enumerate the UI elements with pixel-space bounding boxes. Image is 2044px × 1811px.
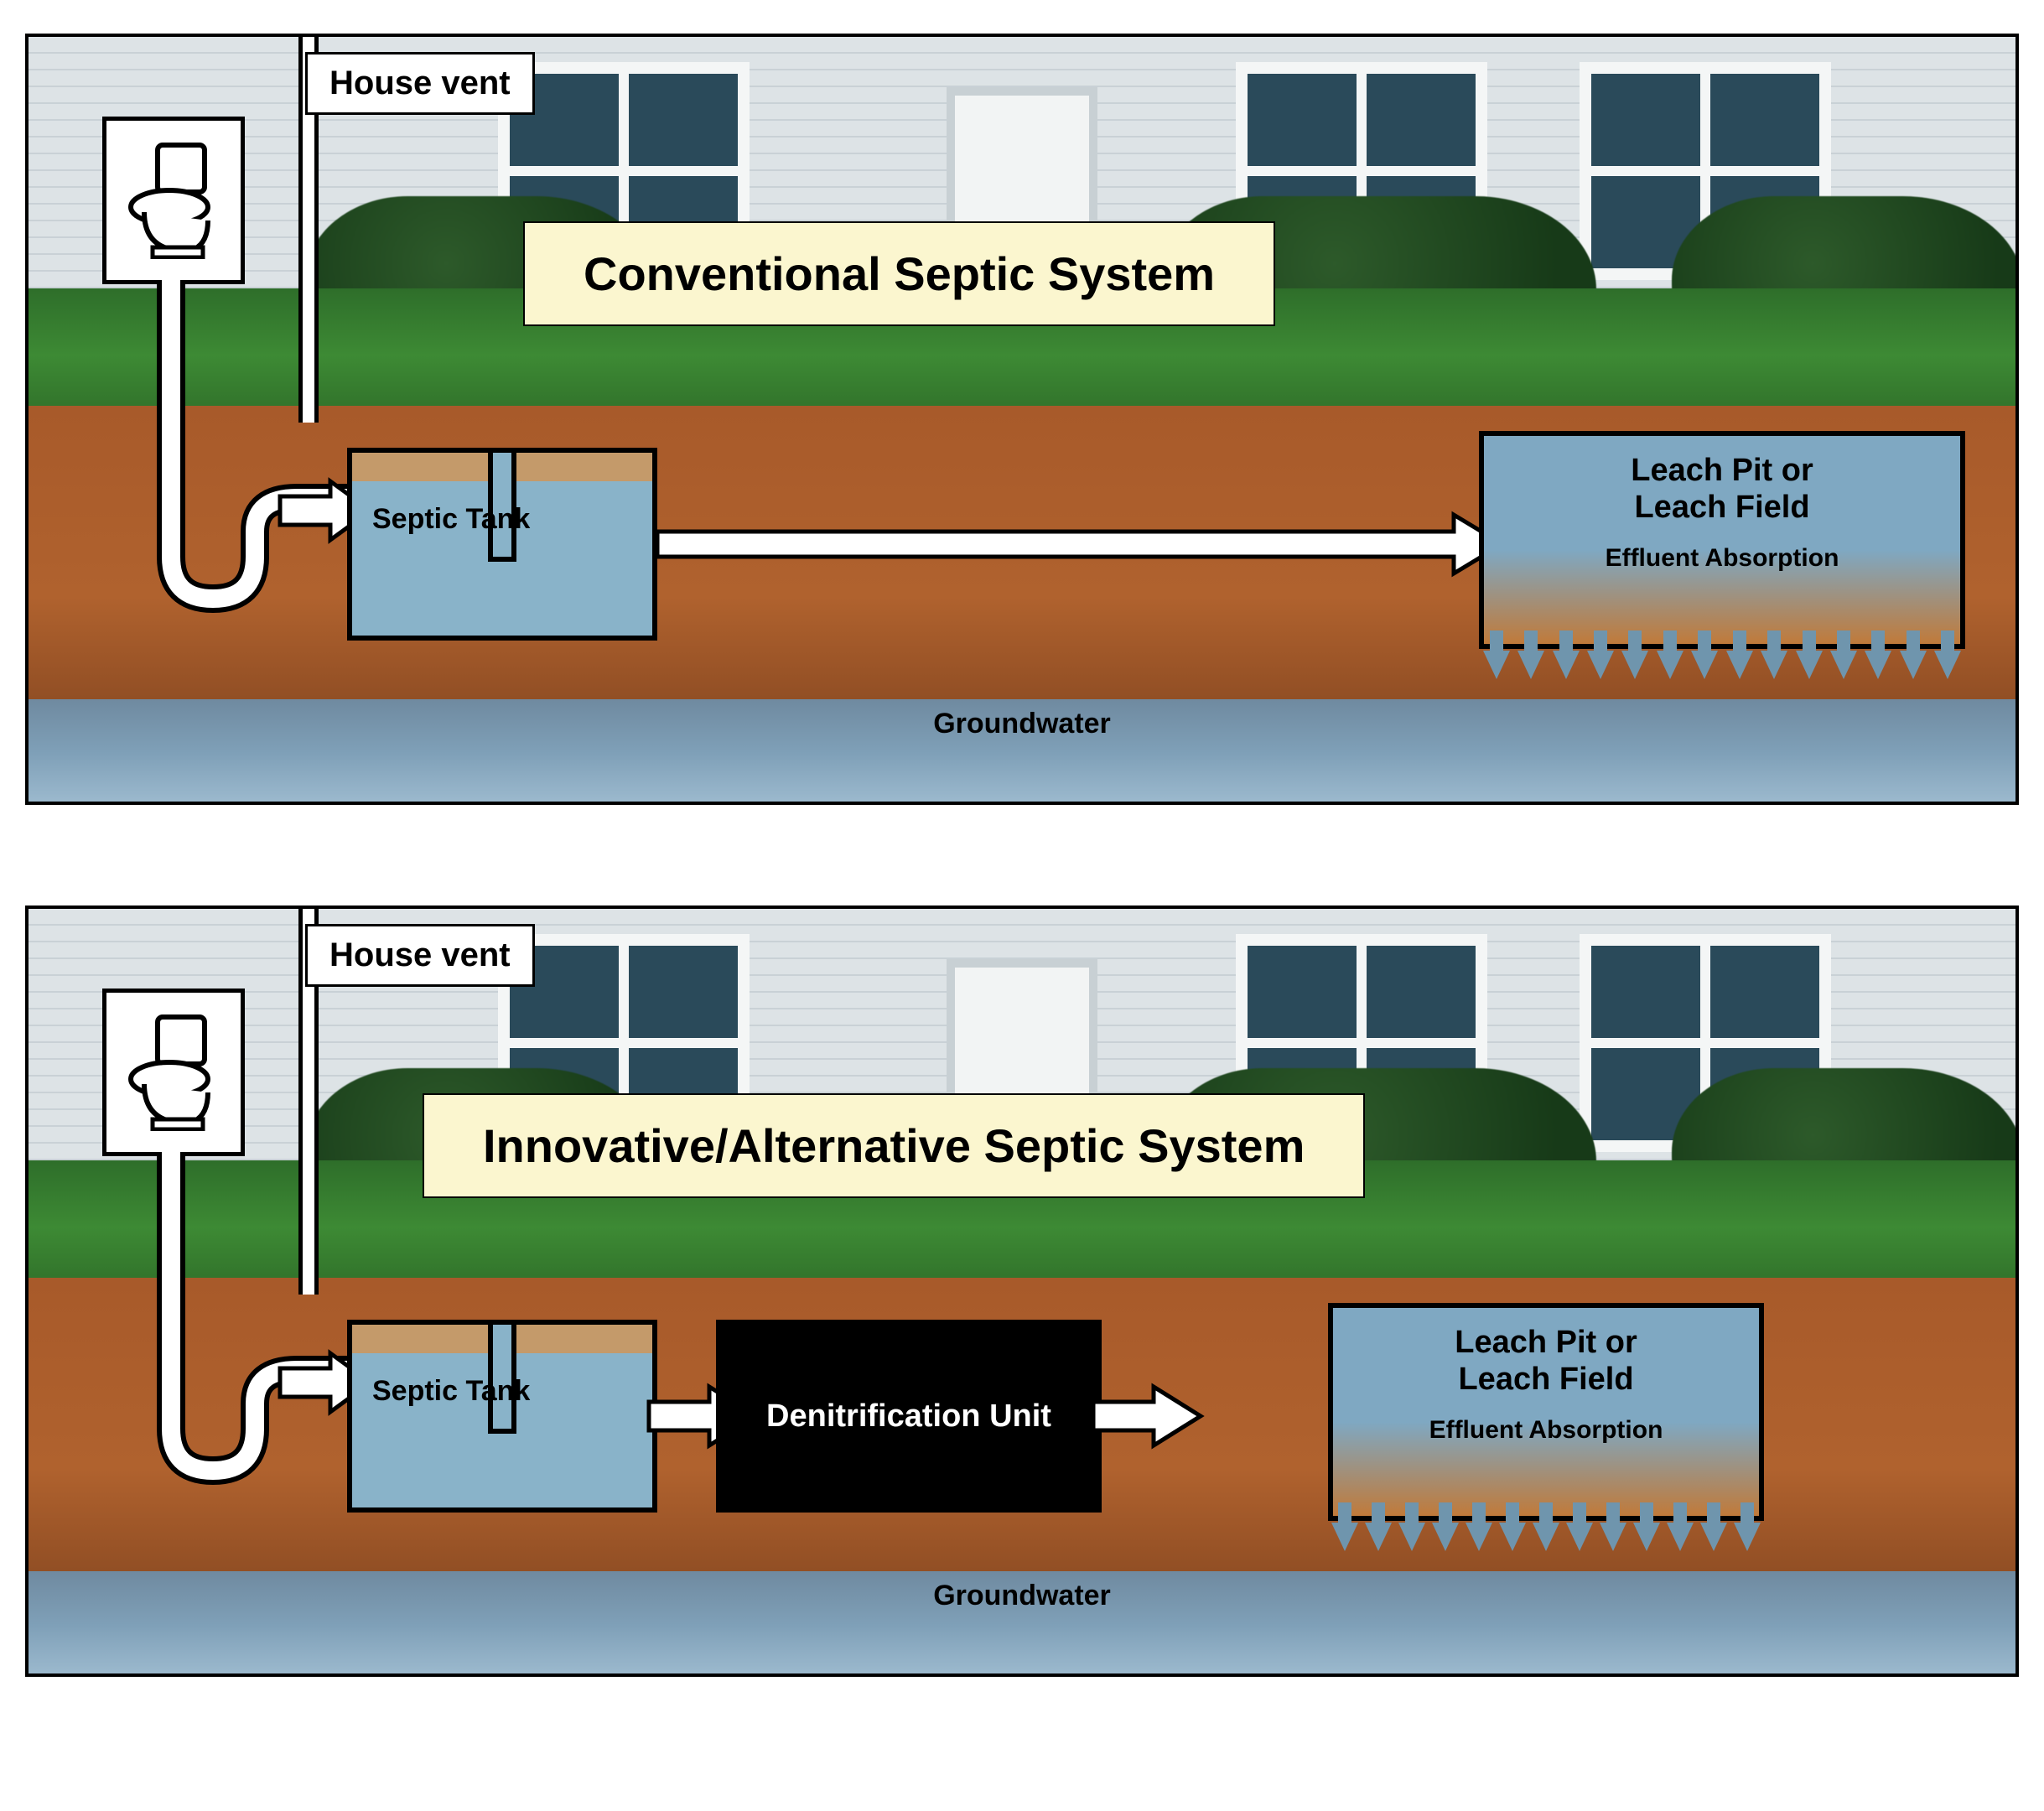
leach-field: Leach Pit or Leach Field Effluent Absorp…	[1328, 1303, 1764, 1521]
panel-title: Conventional Septic System	[523, 221, 1275, 326]
leach-down-arrows	[1479, 651, 1965, 701]
drain-pipe	[129, 280, 381, 649]
vent-label: House vent	[305, 924, 535, 987]
leach-title-line1: Leach Pit or	[1333, 1325, 1759, 1362]
leach-title-line2: Leach Field	[1333, 1362, 1759, 1398]
septic-label: Septic Tank	[372, 503, 530, 536]
leach-title-line2: Leach Field	[1484, 490, 1960, 527]
flow-arrow-long	[657, 515, 1504, 573]
leach-field: Leach Pit or Leach Field Effluent Absorp…	[1479, 431, 1965, 649]
panel-title: Innovative/Alternative Septic System	[423, 1093, 1365, 1198]
leach-subtitle: Effluent Absorption	[1333, 1416, 1759, 1445]
leach-title-line1: Leach Pit or	[1484, 453, 1960, 490]
panel-conventional: Groundwater Conventional Septic System H…	[25, 34, 2019, 805]
septic-tank: Septic Tank	[347, 1320, 657, 1513]
groundwater-label: Groundwater	[933, 1580, 1111, 1612]
septic-label: Septic Tank	[372, 1375, 530, 1408]
leach-subtitle: Effluent Absorption	[1484, 544, 1960, 573]
flow-arrow	[1093, 1387, 1202, 1445]
denitrification-unit: Denitrification Unit	[716, 1320, 1102, 1513]
vent-label: House vent	[305, 52, 535, 115]
toilet-icon	[102, 989, 245, 1156]
toilet-svg	[127, 1014, 220, 1131]
septic-tank: Septic Tank	[347, 448, 657, 641]
leach-down-arrows	[1328, 1523, 1764, 1573]
toilet-icon	[102, 117, 245, 284]
panel-alternative: Groundwater Innovative/Alternative Septi…	[25, 906, 2019, 1677]
groundwater-label: Groundwater	[933, 708, 1111, 740]
denitro-label: Denitrification Unit	[766, 1398, 1051, 1435]
drain-pipe	[129, 1152, 381, 1521]
toilet-svg	[127, 142, 220, 259]
